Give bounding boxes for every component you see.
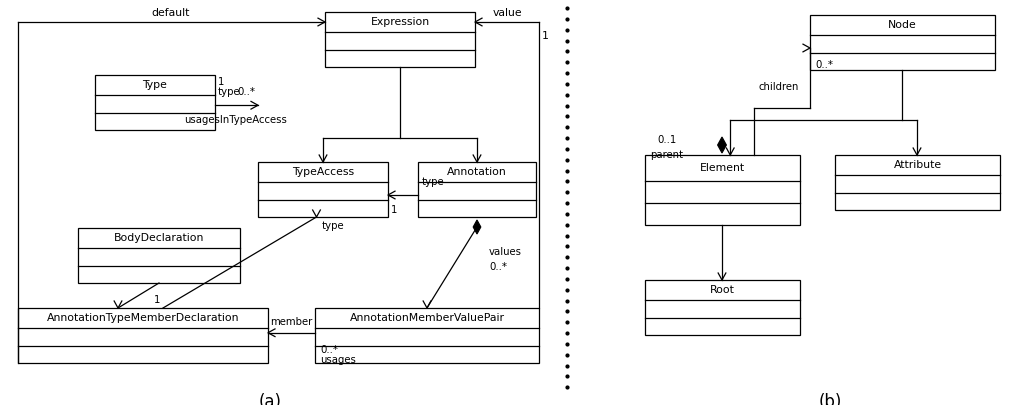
Text: (a): (a): [258, 393, 282, 405]
Bar: [95, 75, 215, 130]
Text: Attribute: Attribute: [894, 160, 942, 170]
Text: usagesInTypeAccess: usagesInTypeAccess: [184, 115, 288, 125]
Bar: [78, 228, 240, 283]
Text: 1: 1: [218, 77, 225, 87]
Text: usages: usages: [320, 355, 356, 365]
Polygon shape: [718, 137, 726, 153]
Text: type: type: [218, 87, 241, 97]
Text: parent: parent: [651, 150, 683, 160]
Text: type: type: [422, 177, 444, 187]
Bar: [315, 308, 539, 363]
Bar: [645, 155, 800, 225]
Bar: [835, 155, 1000, 210]
Text: Annotation: Annotation: [447, 167, 506, 177]
Text: (b): (b): [819, 393, 842, 405]
Bar: [418, 162, 536, 217]
Text: default: default: [152, 8, 190, 18]
Bar: [810, 15, 995, 70]
Bar: [325, 12, 475, 67]
Text: 1: 1: [154, 295, 160, 305]
Text: 0..*: 0..*: [320, 345, 338, 355]
Text: TypeAccess: TypeAccess: [292, 167, 354, 177]
Text: children: children: [759, 82, 799, 92]
Text: 0..*: 0..*: [489, 262, 507, 272]
Bar: [258, 162, 388, 217]
Text: Type: Type: [142, 80, 168, 90]
Bar: [645, 280, 800, 335]
Text: Expression: Expression: [370, 17, 429, 27]
Text: member: member: [270, 317, 312, 327]
Polygon shape: [473, 220, 481, 234]
Text: 0..*: 0..*: [815, 60, 833, 70]
Text: Root: Root: [710, 285, 735, 295]
Text: Node: Node: [888, 20, 917, 30]
Text: type: type: [321, 221, 344, 231]
Text: AnnotationMemberValuePair: AnnotationMemberValuePair: [350, 313, 504, 323]
Text: values: values: [489, 247, 522, 257]
Text: BodyDeclaration: BodyDeclaration: [114, 233, 204, 243]
Bar: [18, 308, 268, 363]
Text: 1: 1: [542, 31, 549, 41]
Text: Element: Element: [700, 163, 745, 173]
Text: 1: 1: [391, 205, 398, 215]
Text: value: value: [492, 8, 522, 18]
Text: AnnotationTypeMemberDeclaration: AnnotationTypeMemberDeclaration: [47, 313, 239, 323]
Text: 0..1: 0..1: [657, 135, 676, 145]
Text: 0..*: 0..*: [237, 87, 255, 97]
